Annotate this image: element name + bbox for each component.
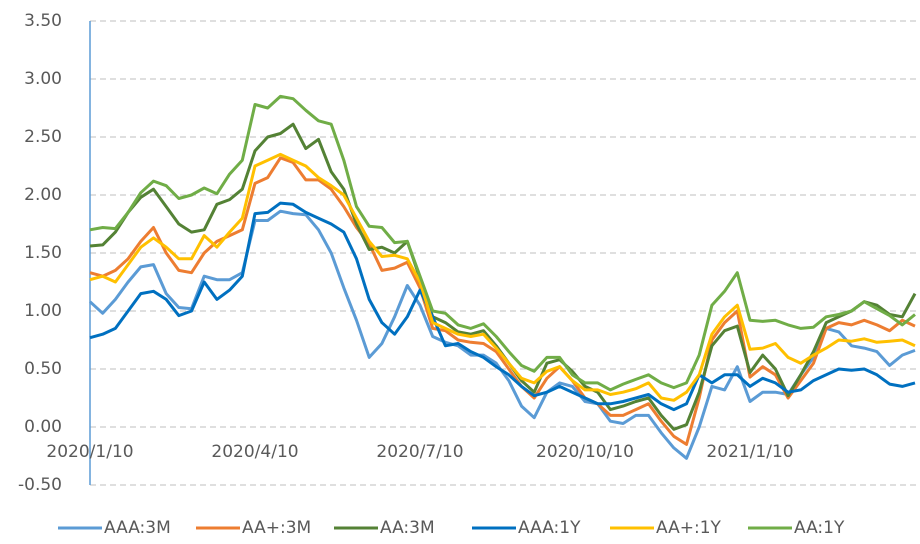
series-line [89,152,916,402]
y-tick-label: -0.50 [18,475,62,495]
x-tick-label: 2021/1/10 [706,442,793,462]
y-tick-label: 0.00 [24,417,62,437]
series-line [88,209,916,460]
y-tick-label: 2.00 [24,185,62,205]
series-line [89,156,916,446]
series-line [89,94,916,392]
x-tick-label: 2020/1/10 [46,442,133,462]
y-tick-label: 1.00 [24,301,62,321]
legend-label: AAA:3M [104,518,171,538]
legend-label: AA+:3M [242,518,311,538]
x-tick-label: 2020/4/10 [211,442,298,462]
legend-label: AA+:1Y [656,518,722,538]
series-line [89,122,917,431]
series-line [89,201,916,412]
y-tick-label: 2.50 [24,127,62,147]
y-tick-label: 3.50 [24,11,62,31]
legend-label: AAA:1Y [518,518,581,538]
legend-label: AA:1Y [794,518,845,538]
y-tick-label: 0.50 [24,359,62,379]
x-tick-label: 2020/10/10 [536,442,634,462]
y-tick-label: 3.00 [24,69,62,89]
y-tick-label: 1.50 [24,243,62,263]
legend-label: AA:3M [380,518,435,538]
x-tick-label: 2020/7/10 [376,442,463,462]
